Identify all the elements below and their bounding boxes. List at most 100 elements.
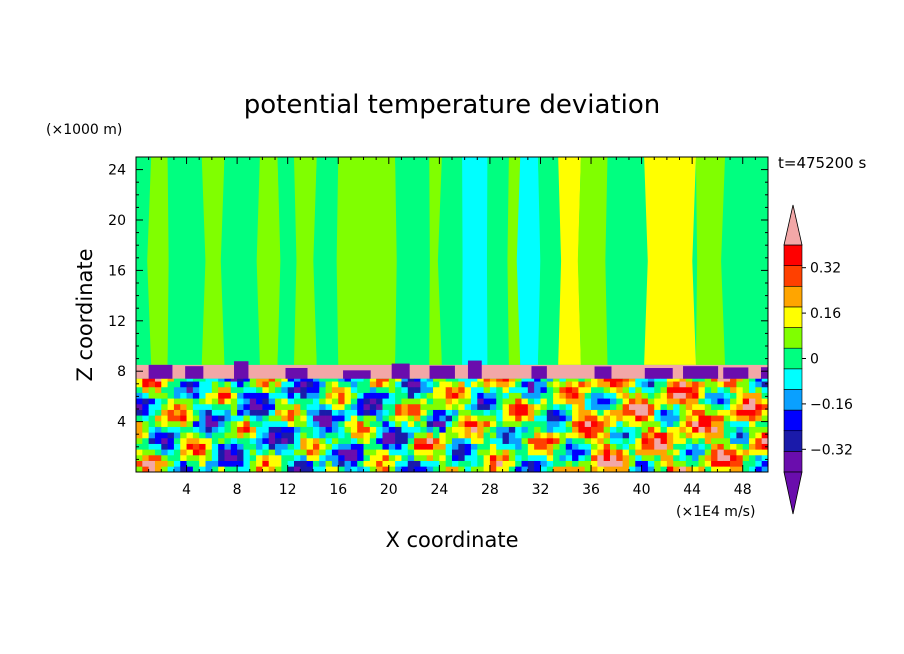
turbulence-cell bbox=[199, 403, 206, 410]
turbulence-cell bbox=[401, 409, 409, 416]
turbulence-cell bbox=[376, 466, 383, 472]
turbulence-cell bbox=[483, 409, 491, 416]
turbulence-cell bbox=[464, 378, 472, 382]
turbulence-cell bbox=[477, 378, 484, 382]
turbulence-cell bbox=[300, 454, 307, 461]
turbulence-cell bbox=[376, 449, 383, 456]
turbulence-cell bbox=[224, 454, 232, 461]
turbulence-cell bbox=[502, 398, 510, 405]
turbulence-cell bbox=[426, 386, 434, 393]
turbulence-cell bbox=[420, 454, 428, 461]
turbulence-cell bbox=[319, 454, 326, 461]
turbulence-cell bbox=[616, 403, 623, 410]
turbulence-cell bbox=[376, 437, 383, 444]
turbulence-cell bbox=[338, 432, 345, 439]
turbulence-cell bbox=[673, 426, 680, 433]
upper-column-14 bbox=[487, 157, 509, 365]
turbulence-cell bbox=[711, 392, 718, 399]
turbulence-cell bbox=[470, 460, 478, 467]
turbulence-cell bbox=[666, 381, 674, 388]
turbulence-cell bbox=[622, 437, 630, 444]
turbulence-cell bbox=[628, 466, 636, 472]
turbulence-cell bbox=[540, 443, 548, 450]
turbulence-cell bbox=[382, 466, 390, 472]
turbulence-cell bbox=[546, 454, 554, 461]
turbulence-cell bbox=[338, 392, 345, 399]
x-tick-label: 28 bbox=[481, 482, 499, 498]
upper-column-21 bbox=[644, 157, 696, 365]
turbulence-cell bbox=[584, 386, 592, 393]
turbulence-cell bbox=[224, 426, 232, 433]
turbulence-cell bbox=[433, 378, 440, 382]
turbulence-cell bbox=[136, 415, 143, 422]
turbulence-cell bbox=[262, 460, 270, 467]
turbulence-cell bbox=[458, 392, 465, 399]
turbulence-cell bbox=[616, 454, 623, 461]
turbulence-cell bbox=[249, 466, 257, 472]
turbulence-cell bbox=[154, 437, 162, 444]
turbulence-cell bbox=[711, 460, 718, 467]
turbulence-cell bbox=[736, 466, 744, 472]
turbulence-cell bbox=[199, 415, 206, 422]
turbulence-cell bbox=[584, 454, 592, 461]
turbulence-cell bbox=[483, 460, 491, 467]
turbulence-cell bbox=[275, 420, 282, 427]
turbulence-cell bbox=[508, 409, 516, 416]
turbulence-cell bbox=[211, 443, 219, 450]
turbulence-cell bbox=[294, 460, 301, 467]
turbulence-cell bbox=[477, 420, 484, 427]
turbulence-cell bbox=[338, 454, 345, 461]
turbulence-cell bbox=[192, 381, 200, 388]
turbulence-cell bbox=[148, 415, 156, 422]
turbulence-cell bbox=[622, 426, 630, 433]
turbulence-cell bbox=[319, 398, 326, 405]
turbulence-cell bbox=[736, 449, 744, 456]
turbulence-cell bbox=[622, 403, 630, 410]
turbulence-cell bbox=[325, 386, 333, 393]
turbulence-cell bbox=[698, 466, 706, 472]
turbulence-cell bbox=[319, 449, 326, 456]
upper-column-1 bbox=[147, 157, 172, 365]
upper-column-6 bbox=[277, 157, 294, 365]
turbulence-cell bbox=[749, 460, 756, 467]
turbulence-cell bbox=[730, 409, 737, 416]
turbulence-cell bbox=[622, 409, 630, 416]
turbulence-cell bbox=[470, 386, 478, 393]
turbulence-cell bbox=[723, 386, 731, 393]
turbulence-cell bbox=[350, 466, 358, 472]
y-tick-label: 4 bbox=[117, 415, 126, 431]
turbulence-cell bbox=[711, 398, 718, 405]
turbulence-cell bbox=[641, 432, 649, 439]
turbulence-cell bbox=[515, 449, 522, 456]
turbulence-cell bbox=[407, 386, 415, 393]
turbulence-cell bbox=[420, 403, 428, 410]
turbulence-cell bbox=[755, 392, 762, 399]
turbulence-cell bbox=[464, 409, 472, 416]
turbulence-cell bbox=[483, 443, 491, 450]
turbulence-cell bbox=[331, 420, 339, 427]
turbulence-cell bbox=[660, 415, 668, 422]
turbulence-cell bbox=[363, 432, 371, 439]
turbulence-cell bbox=[515, 426, 522, 433]
turbulence-cell bbox=[610, 449, 617, 456]
turbulence-cell bbox=[647, 443, 655, 450]
turbulence-cell bbox=[388, 460, 396, 467]
turbulence-cell bbox=[350, 443, 358, 450]
turbulence-cell bbox=[224, 420, 232, 427]
turbulence-cell bbox=[553, 466, 560, 472]
turbulence-cell bbox=[142, 403, 149, 410]
turbulence-cell bbox=[205, 386, 213, 393]
turbulence-cell bbox=[565, 460, 573, 467]
turbulence-cell bbox=[338, 420, 345, 427]
turbulence-cell bbox=[376, 415, 383, 422]
turbulence-cell bbox=[363, 466, 371, 472]
turbulence-cell bbox=[357, 432, 364, 439]
turbulence-cell bbox=[508, 381, 516, 388]
upper-column-11 bbox=[429, 157, 442, 365]
turbulence-cell bbox=[300, 409, 307, 416]
turbulence-cell bbox=[287, 409, 295, 416]
turbulence-cell bbox=[224, 378, 232, 382]
turbulence-cell bbox=[249, 460, 257, 467]
turbulence-cell bbox=[610, 460, 617, 467]
turbulence-cell bbox=[420, 437, 428, 444]
